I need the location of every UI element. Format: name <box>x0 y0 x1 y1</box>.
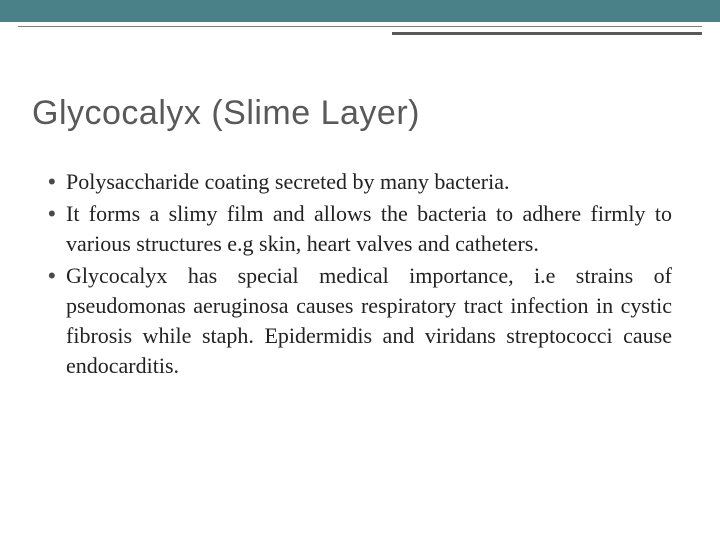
bullet-dot-icon: • <box>48 261 66 291</box>
list-item-text: It forms a slimy film and allows the bac… <box>66 199 672 259</box>
slide-title: Glycocalyx (Slime Layer) <box>32 94 688 133</box>
divider-thin-line <box>18 26 702 27</box>
list-item-text: Glycocalyx has special medical importanc… <box>66 261 672 381</box>
slide: Glycocalyx (Slime Layer) • Polysaccharid… <box>0 0 720 540</box>
title-spacer <box>0 133 720 167</box>
list-item: • It forms a slimy film and allows the b… <box>48 199 672 259</box>
list-item: • Polysaccharide coating secreted by man… <box>48 167 672 197</box>
bullet-list: • Polysaccharide coating secreted by man… <box>0 167 720 381</box>
bullet-dot-icon: • <box>48 199 66 229</box>
divider-thick-line <box>392 32 702 35</box>
list-item: • Glycocalyx has special medical importa… <box>48 261 672 381</box>
list-item-text: Polysaccharide coating secreted by many … <box>66 167 672 197</box>
bullet-dot-icon: • <box>48 167 66 197</box>
divider-group <box>0 22 720 46</box>
top-accent-bar <box>0 0 720 22</box>
title-area: Glycocalyx (Slime Layer) <box>0 46 720 133</box>
